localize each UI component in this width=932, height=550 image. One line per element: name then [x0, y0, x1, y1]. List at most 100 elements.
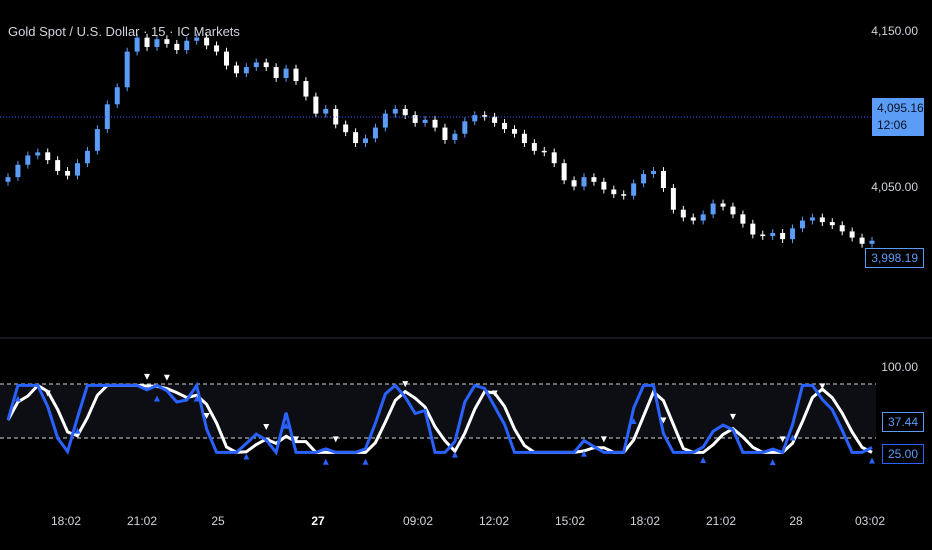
candle[interactable]	[333, 105, 339, 129]
candle[interactable]	[492, 112, 498, 127]
current-price-badge[interactable]: 4,095.16 12:06	[872, 98, 924, 136]
candle[interactable]	[204, 33, 210, 50]
candle[interactable]	[730, 202, 736, 219]
candle[interactable]	[154, 35, 160, 51]
candle[interactable]	[760, 230, 766, 240]
candle[interactable]	[770, 229, 776, 240]
candle[interactable]	[144, 33, 150, 51]
candle[interactable]	[353, 128, 359, 147]
candle[interactable]	[809, 213, 815, 225]
candle[interactable]	[412, 111, 418, 127]
candle[interactable]	[641, 170, 647, 188]
candle[interactable]	[829, 218, 835, 230]
bar-countdown: 12:06	[877, 118, 908, 132]
candle[interactable]	[84, 146, 90, 168]
candle[interactable]	[382, 109, 388, 132]
candle[interactable]	[651, 167, 657, 178]
oscillator-pane[interactable]	[0, 373, 876, 466]
candle[interactable]	[114, 83, 120, 109]
candle[interactable]	[621, 190, 627, 200]
candle[interactable]	[452, 129, 458, 144]
candle[interactable]	[601, 177, 607, 194]
candle[interactable]	[660, 167, 666, 192]
candle[interactable]	[482, 111, 488, 121]
sell-signal-marker	[660, 417, 667, 424]
candle[interactable]	[134, 33, 140, 56]
candle[interactable]	[690, 213, 696, 225]
candle[interactable]	[790, 224, 796, 244]
candle[interactable]	[869, 236, 875, 248]
candle[interactable]	[819, 213, 825, 226]
candle[interactable]	[194, 33, 200, 45]
candle[interactable]	[313, 92, 319, 118]
candle[interactable]	[233, 61, 239, 78]
candle[interactable]	[521, 129, 527, 147]
candle[interactable]	[25, 151, 31, 169]
candle[interactable]	[531, 139, 537, 155]
candle[interactable]	[611, 185, 617, 199]
candle[interactable]	[511, 125, 517, 138]
candle[interactable]	[462, 117, 468, 138]
candle[interactable]	[323, 105, 329, 118]
candle[interactable]	[392, 105, 398, 118]
last-price-badge[interactable]: 3,998.19	[865, 248, 924, 268]
candle[interactable]	[55, 156, 61, 175]
candle[interactable]	[750, 219, 756, 239]
candle[interactable]	[223, 47, 229, 70]
osc-lower-badge[interactable]: 25.00	[881, 444, 924, 464]
candle[interactable]	[343, 120, 349, 137]
candle[interactable]	[164, 35, 170, 48]
candle[interactable]	[541, 146, 547, 157]
candle[interactable]	[799, 216, 805, 233]
candle[interactable]	[174, 39, 180, 54]
candle[interactable]	[631, 179, 637, 200]
candle[interactable]	[283, 64, 289, 82]
candle[interactable]	[372, 123, 378, 143]
candle-body	[631, 183, 637, 196]
candle[interactable]	[561, 159, 567, 185]
candle[interactable]	[700, 210, 706, 225]
osc-value-badge[interactable]: 37.44	[881, 412, 924, 432]
buy-signal-marker	[362, 458, 369, 465]
candle[interactable]	[363, 134, 369, 147]
candle[interactable]	[45, 148, 51, 164]
candle[interactable]	[293, 64, 299, 85]
candle[interactable]	[839, 221, 845, 236]
candle[interactable]	[75, 159, 81, 180]
candle[interactable]	[780, 229, 786, 244]
candle[interactable]	[859, 233, 865, 248]
candle[interactable]	[849, 227, 855, 242]
candle-body	[283, 68, 289, 78]
candle[interactable]	[670, 184, 676, 214]
candle[interactable]	[502, 119, 508, 133]
candle[interactable]	[253, 58, 259, 71]
symbol-title[interactable]: Gold Spot / U.S. Dollar · 15 · IC Market…	[8, 24, 240, 39]
candle[interactable]	[591, 173, 597, 186]
candle[interactable]	[442, 123, 448, 144]
candle[interactable]	[94, 125, 100, 155]
candle[interactable]	[15, 160, 21, 182]
candle[interactable]	[263, 58, 269, 71]
candle[interactable]	[551, 148, 557, 168]
candle[interactable]	[571, 176, 577, 191]
candle[interactable]	[720, 199, 726, 211]
candle[interactable]	[214, 41, 220, 56]
candle[interactable]	[5, 173, 11, 186]
candle[interactable]	[710, 199, 716, 219]
candle[interactable]	[303, 77, 309, 101]
candle[interactable]	[432, 115, 438, 132]
candle[interactable]	[273, 63, 279, 82]
price-pane[interactable]	[5, 33, 875, 248]
candle[interactable]	[740, 210, 746, 228]
candle[interactable]	[680, 205, 686, 222]
candle[interactable]	[124, 47, 130, 92]
candle[interactable]	[184, 36, 190, 54]
candle[interactable]	[35, 148, 41, 160]
candle[interactable]	[472, 111, 478, 126]
candle[interactable]	[243, 63, 249, 78]
candle[interactable]	[104, 100, 110, 133]
candle[interactable]	[65, 167, 71, 180]
candle[interactable]	[422, 115, 428, 127]
candle[interactable]	[581, 173, 587, 191]
